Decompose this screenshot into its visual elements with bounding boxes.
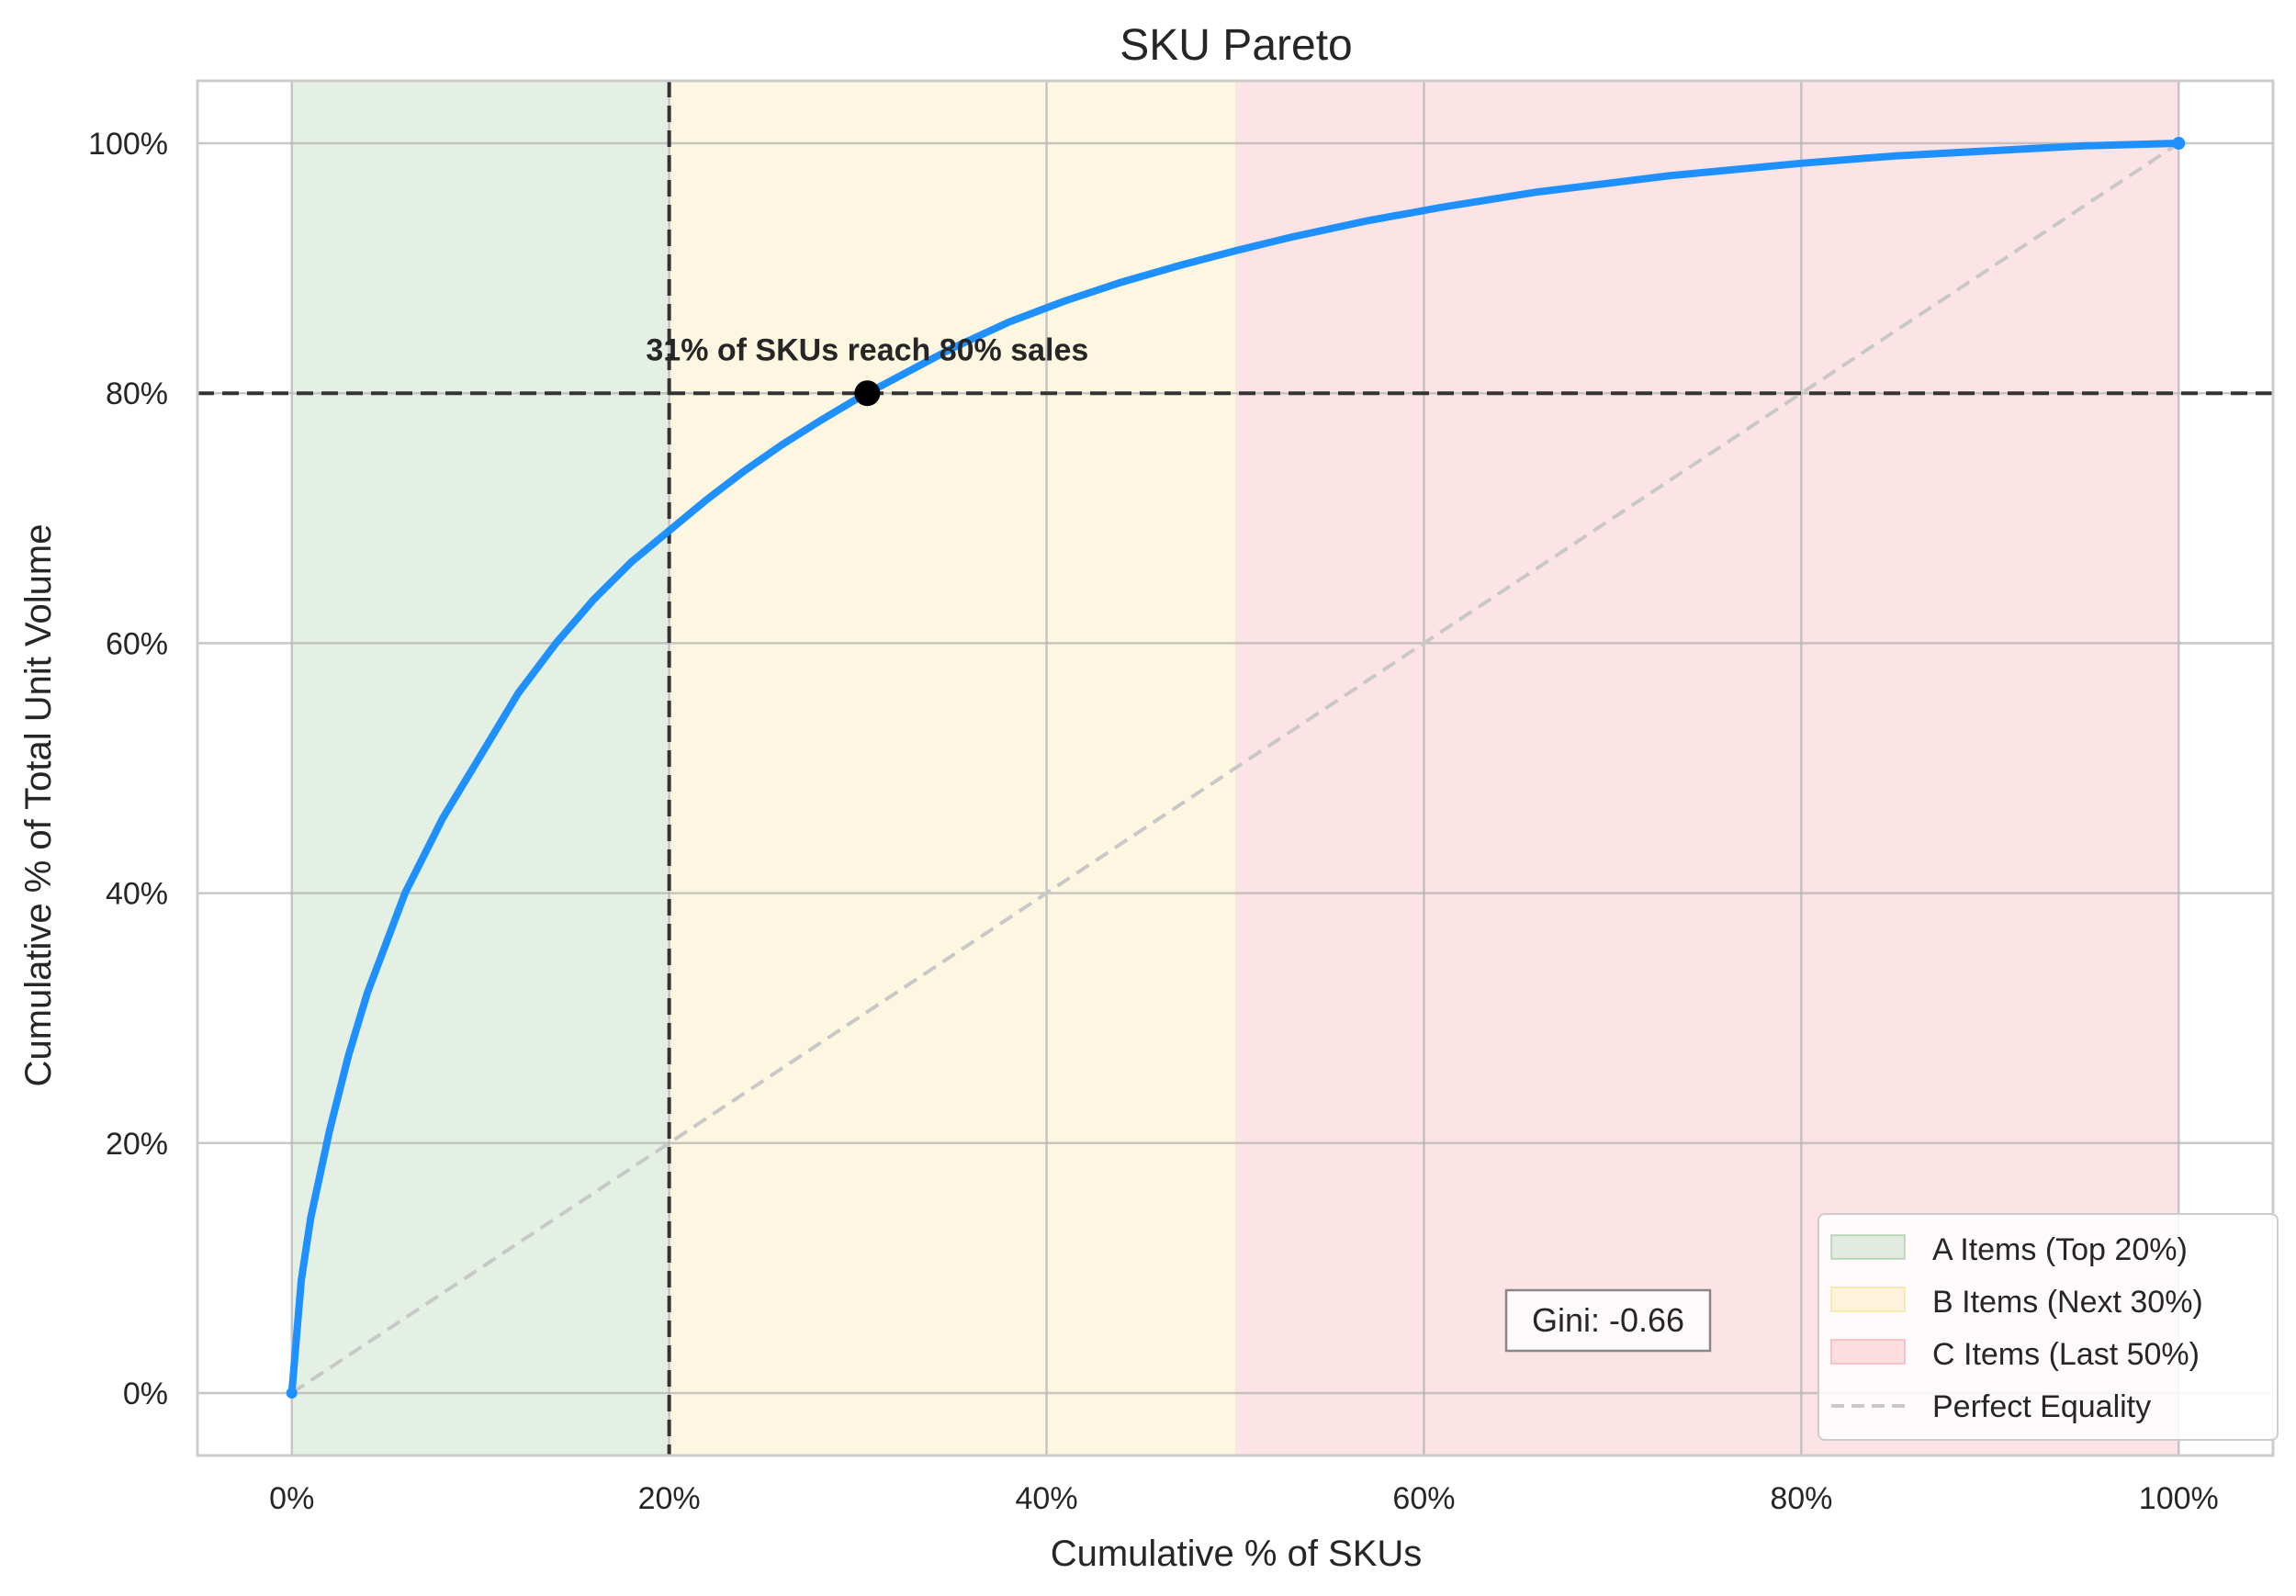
x-tick-label-5: 100% xyxy=(2139,1481,2219,1516)
y-tick-label-5: 100% xyxy=(88,127,168,162)
legend-frame xyxy=(1818,1213,2279,1441)
annotation-0: 31% of SKUs reach 80% sales xyxy=(646,333,1088,368)
region-a xyxy=(291,81,670,1456)
legend-label-c: C Items (Last 50%) xyxy=(1932,1337,2200,1372)
threshold-marker xyxy=(854,380,881,407)
annotations: 31% of SKUs reach 80% sales xyxy=(646,333,1088,368)
series-layer xyxy=(287,140,2183,1397)
x-tick-label-1: 20% xyxy=(638,1481,701,1516)
curve-start-point xyxy=(286,1387,298,1399)
legend-swatch-b xyxy=(1830,1287,1906,1312)
legend-label-a: A Items (Top 20%) xyxy=(1932,1232,2188,1267)
legend-label-equality: Perfect Equality xyxy=(1932,1389,2151,1424)
pareto-curve xyxy=(287,140,2183,1397)
plot-frame xyxy=(196,79,2275,1457)
x-tick-label-3: 60% xyxy=(1392,1481,1455,1516)
y-axis-ticks: 0% 20% 40% 60% 80% 100% xyxy=(88,127,168,1411)
gini-label: Gini: -0.66 xyxy=(1532,1301,1684,1339)
region-b xyxy=(669,81,1235,1456)
x-tick-label-0: 0% xyxy=(269,1481,314,1516)
chart-title: SKU Pareto xyxy=(1120,21,1352,70)
y-tick-label-2: 40% xyxy=(106,877,168,912)
perfect-equality-line xyxy=(290,141,2180,1395)
legend-label-b: B Items (Next 30%) xyxy=(1932,1285,2203,1320)
x-axis-ticks: 0% 20% 40% 60% 80% 100% xyxy=(269,1481,2219,1516)
y-tick-label-3: 60% xyxy=(106,626,168,661)
gini-box: Gini: -0.66 xyxy=(1504,1288,1712,1353)
reference-lines xyxy=(197,81,2273,1456)
marker-layer xyxy=(286,137,2186,1399)
curve-end-point xyxy=(2172,137,2186,151)
x-axis-label: Cumulative % of SKUs xyxy=(1051,1534,1423,1574)
x-tick-label-2: 40% xyxy=(1016,1481,1078,1516)
legend-swatch-c xyxy=(1830,1339,1906,1365)
y-tick-label-1: 20% xyxy=(106,1127,168,1162)
y-tick-label-0: 0% xyxy=(123,1377,168,1411)
y-tick-label-4: 80% xyxy=(106,377,168,411)
gini-box-frame xyxy=(1504,1288,1712,1353)
x-tick-label-4: 80% xyxy=(1770,1481,1832,1516)
legend: A Items (Top 20%) B Items (Next 30%) C I… xyxy=(1818,1213,2279,1441)
legend-swatch-a xyxy=(1830,1234,1906,1260)
y-axis-label: Cumulative % of Total Unit Volume xyxy=(18,524,59,1087)
